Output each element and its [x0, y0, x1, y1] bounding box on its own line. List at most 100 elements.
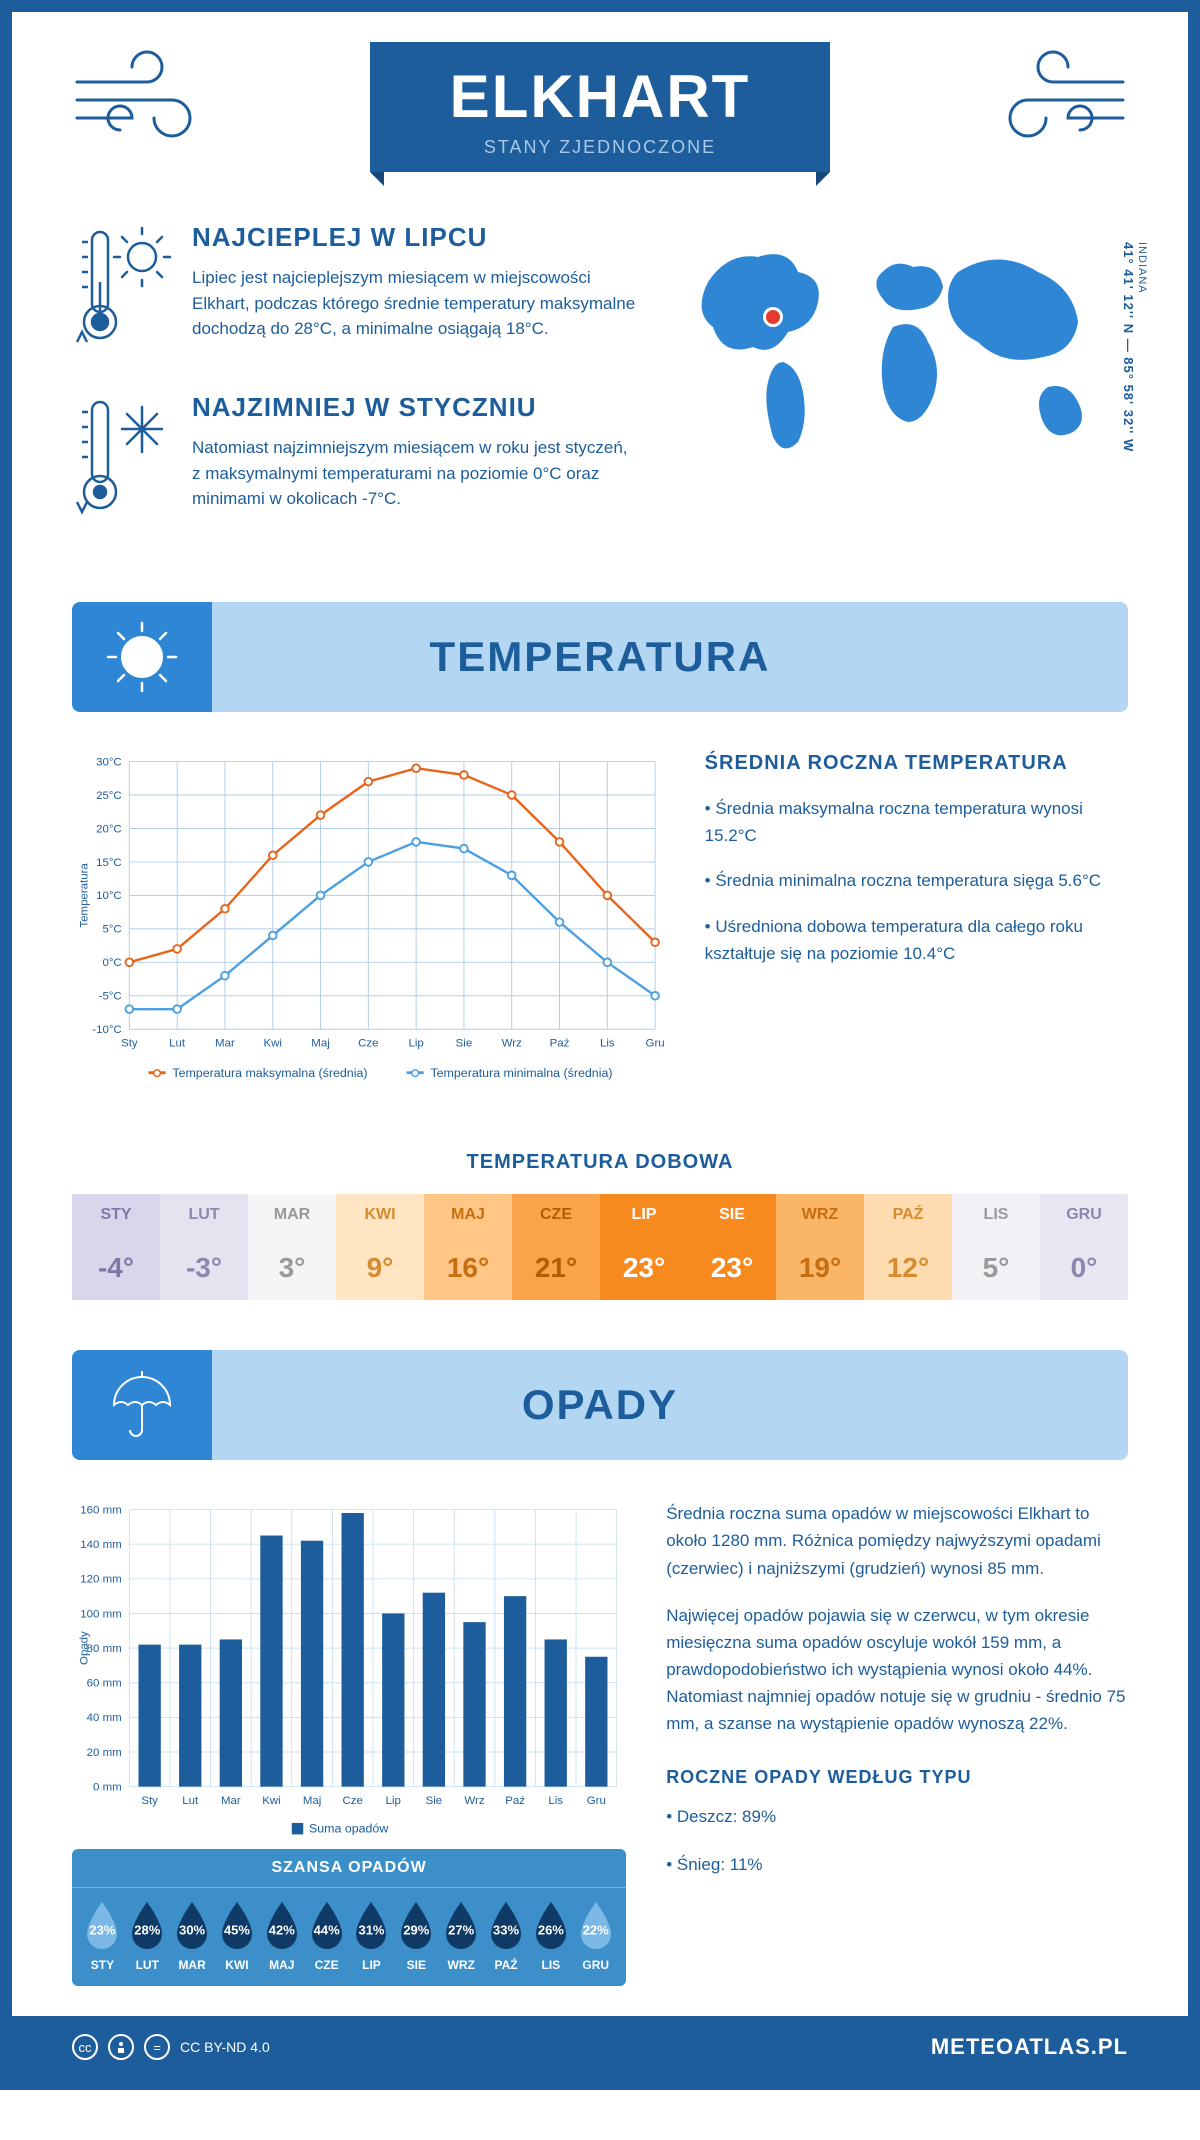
- drop-icon: 26%: [530, 1900, 572, 1952]
- drop-icon: 44%: [306, 1900, 348, 1952]
- wind-icon-right: [968, 42, 1128, 152]
- svg-text:Lip: Lip: [386, 1795, 401, 1807]
- daily-cell: CZE 21°: [512, 1194, 600, 1300]
- daily-cell: SIE 23°: [688, 1194, 776, 1300]
- temperature-title: TEMPERATURA: [430, 633, 771, 681]
- temp-bullet-3: • Uśredniona dobowa temperatura dla całe…: [705, 913, 1128, 967]
- sun-icon: [72, 602, 212, 712]
- svg-text:Paź: Paź: [505, 1795, 525, 1807]
- svg-text:Temperatura maksymalna (średni: Temperatura maksymalna (średnia): [172, 1066, 367, 1080]
- svg-text:Temperatura: Temperatura: [78, 863, 90, 928]
- daily-cell: MAR 3°: [248, 1194, 336, 1300]
- daily-cell: STY -4°: [72, 1194, 160, 1300]
- svg-text:Sty: Sty: [141, 1795, 158, 1807]
- chance-cell: 26% LIS: [528, 1900, 573, 1972]
- svg-text:Lis: Lis: [600, 1037, 615, 1049]
- daily-cell: PAŹ 12°: [864, 1194, 952, 1300]
- drop-icon: 33%: [485, 1900, 527, 1952]
- svg-text:Kwi: Kwi: [264, 1037, 282, 1049]
- svg-text:Maj: Maj: [303, 1795, 321, 1807]
- precip-snow: • Śnieg: 11%: [666, 1851, 1128, 1878]
- chance-box: SZANSA OPADÓW 23% STY 28% LUT 30% MAR 45…: [72, 1849, 626, 1986]
- city-title: ELKHART: [450, 62, 751, 131]
- svg-text:Sie: Sie: [456, 1037, 473, 1049]
- precip-p2: Najwięcej opadów pojawia się w czerwcu, …: [666, 1602, 1128, 1738]
- svg-text:Opady: Opady: [78, 1631, 90, 1665]
- daily-cell: WRZ 19°: [776, 1194, 864, 1300]
- coldest-title: NAJZIMNIEJ W STYCZNIU: [192, 392, 638, 423]
- umbrella-icon: [72, 1350, 212, 1460]
- precipitation-content: 0 mm20 mm40 mm60 mm80 mm100 mm120 mm140 …: [12, 1460, 1188, 2016]
- daily-cell: KWI 9°: [336, 1194, 424, 1300]
- precip-rain: • Deszcz: 89%: [666, 1803, 1128, 1830]
- drop-icon: 29%: [395, 1900, 437, 1952]
- header: ELKHART STANY ZJEDNOCZONE: [12, 12, 1188, 192]
- chance-cell: 29% SIE: [394, 1900, 439, 1972]
- svg-text:Mar: Mar: [221, 1795, 241, 1807]
- svg-text:Lut: Lut: [182, 1795, 199, 1807]
- drop-icon: 22%: [575, 1900, 617, 1952]
- chance-cell: 33% PAŹ: [484, 1900, 529, 1972]
- world-map: [678, 222, 1128, 482]
- daily-cell: MAJ 16°: [424, 1194, 512, 1300]
- svg-text:Cze: Cze: [358, 1037, 378, 1049]
- svg-text:100 mm: 100 mm: [80, 1608, 121, 1620]
- temperature-content: -10°C-5°C0°C5°C10°C15°C20°C25°C30°CStyLu…: [12, 712, 1188, 1131]
- chance-title: SZANSA OPADÓW: [72, 1849, 626, 1888]
- coordinates: INDIANA 41° 41' 12'' N — 85° 58' 32'' W: [1121, 242, 1148, 452]
- by-icon: [108, 2034, 134, 2060]
- svg-text:80 mm: 80 mm: [87, 1643, 122, 1655]
- svg-text:Sty: Sty: [121, 1037, 138, 1049]
- warmest-block: NAJCIEPLEJ W LIPCU Lipiec jest najcieple…: [72, 222, 638, 357]
- temperature-summary: ŚREDNIA ROCZNA TEMPERATURA • Średnia mak…: [705, 752, 1128, 1101]
- drop-icon: 28%: [126, 1900, 168, 1952]
- daily-temp-grid: STY -4°LUT -3°MAR 3°KWI 9°MAJ 16°CZE 21°…: [72, 1194, 1128, 1300]
- coords-value: 41° 41' 12'' N — 85° 58' 32'' W: [1121, 242, 1136, 452]
- svg-text:40 mm: 40 mm: [87, 1712, 122, 1724]
- svg-text:Wrz: Wrz: [502, 1037, 522, 1049]
- chance-cell: 28% LUT: [125, 1900, 170, 1972]
- nd-icon: =: [144, 2034, 170, 2060]
- svg-text:60 mm: 60 mm: [87, 1678, 122, 1690]
- svg-text:Paź: Paź: [550, 1037, 570, 1049]
- site-name: METEOATLAS.PL: [931, 2034, 1128, 2060]
- chance-cell: 23% STY: [80, 1900, 125, 1972]
- warmest-title: NAJCIEPLEJ W LIPCU: [192, 222, 638, 253]
- country-subtitle: STANY ZJEDNOCZONE: [450, 137, 751, 158]
- svg-text:0 mm: 0 mm: [93, 1782, 122, 1794]
- svg-text:-5°C: -5°C: [99, 991, 122, 1003]
- svg-text:20°C: 20°C: [96, 823, 122, 835]
- drop-icon: 42%: [261, 1900, 303, 1952]
- temp-bullet-1: • Średnia maksymalna roczna temperatura …: [705, 795, 1128, 849]
- svg-text:15°C: 15°C: [96, 857, 122, 869]
- title-banner: ELKHART STANY ZJEDNOCZONE: [370, 42, 831, 172]
- drop-icon: 45%: [216, 1900, 258, 1952]
- daily-cell: GRU 0°: [1040, 1194, 1128, 1300]
- svg-text:10°C: 10°C: [96, 890, 122, 902]
- svg-text:160 mm: 160 mm: [80, 1505, 121, 1517]
- svg-text:Lis: Lis: [548, 1795, 563, 1807]
- daily-cell: LIP 23°: [600, 1194, 688, 1300]
- map-column: INDIANA 41° 41' 12'' N — 85° 58' 32'' W: [678, 222, 1128, 562]
- intro-section: NAJCIEPLEJ W LIPCU Lipiec jest najcieple…: [12, 192, 1188, 602]
- temperature-line-chart: -10°C-5°C0°C5°C10°C15°C20°C25°C30°CStyLu…: [72, 752, 665, 1101]
- svg-text:120 mm: 120 mm: [80, 1574, 121, 1586]
- svg-text:Wrz: Wrz: [464, 1795, 484, 1807]
- precipitation-bar-chart: 0 mm20 mm40 mm60 mm80 mm100 mm120 mm140 …: [72, 1500, 626, 1844]
- temperature-banner: TEMPERATURA: [72, 602, 1128, 712]
- intro-text-column: NAJCIEPLEJ W LIPCU Lipiec jest najcieple…: [72, 222, 638, 562]
- daily-temp-title: TEMPERATURA DOBOWA: [12, 1151, 1188, 1174]
- thermometer-sun-icon: [72, 222, 172, 357]
- svg-text:20 mm: 20 mm: [87, 1747, 122, 1759]
- svg-text:Gru: Gru: [587, 1795, 606, 1807]
- state-label: INDIANA: [1136, 242, 1148, 446]
- license-block: cc = CC BY-ND 4.0: [72, 2034, 270, 2060]
- drop-icon: 23%: [81, 1900, 123, 1952]
- drop-icon: 30%: [171, 1900, 213, 1952]
- thermometer-snow-icon: [72, 392, 172, 527]
- svg-text:Maj: Maj: [311, 1037, 329, 1049]
- svg-text:0°C: 0°C: [102, 957, 121, 969]
- svg-text:Suma opadów: Suma opadów: [309, 1822, 388, 1836]
- precipitation-banner: OPADY: [72, 1350, 1128, 1460]
- coldest-block: NAJZIMNIEJ W STYCZNIU Natomiast najzimni…: [72, 392, 638, 527]
